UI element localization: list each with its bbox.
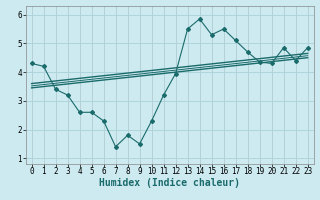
X-axis label: Humidex (Indice chaleur): Humidex (Indice chaleur) bbox=[99, 178, 240, 188]
